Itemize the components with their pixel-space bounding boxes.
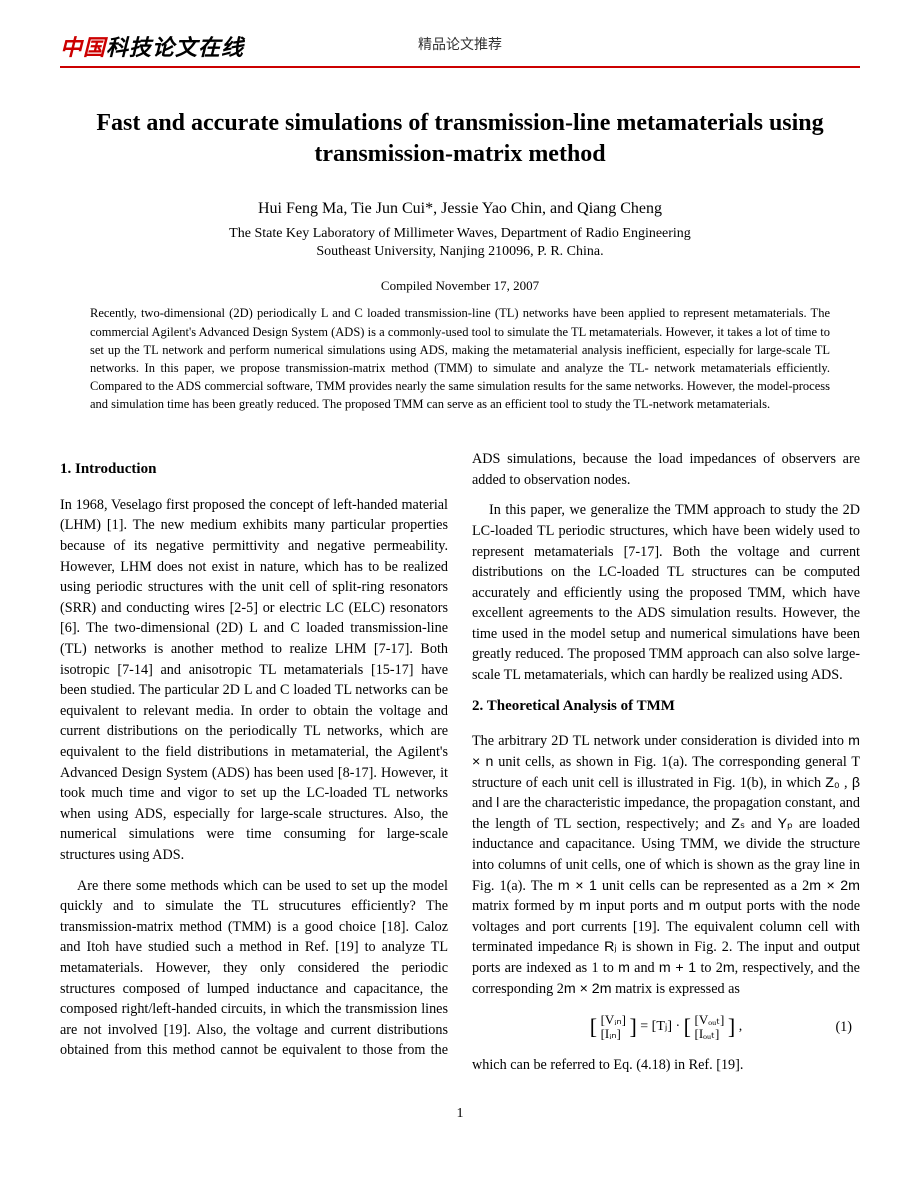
header-center-label: 精品论文推荐 <box>418 34 502 54</box>
s2p1-rj: Rⱼ <box>604 939 617 955</box>
section-2-paragraph-1: The arbitrary 2D TL network under consid… <box>472 731 860 999</box>
s2p1-text-a: The arbitrary 2D TL network under consid… <box>472 733 848 749</box>
s2p1-m1: m <box>579 898 591 914</box>
s2p1-mx2m-a: m × 2m <box>809 878 860 894</box>
logo-primary-text: 中国 <box>60 35 106 60</box>
s2p1-zs: Zₛ <box>731 816 745 832</box>
site-logo: 中国科技论文在线 <box>60 30 244 62</box>
s2p1-mp1: m + 1 <box>659 960 696 976</box>
eq1-vin: [Vᵢₙ] <box>601 1013 626 1027</box>
section-1-paragraph-3: In this paper, we generalize the TMM app… <box>472 500 860 685</box>
eq1-iout: [Iₒᵤₜ] <box>695 1027 720 1041</box>
s2p1-m4: m <box>723 960 735 976</box>
s2p1-text-c: , <box>840 775 852 791</box>
eq1-vout: [Vₒᵤₜ] <box>695 1013 725 1027</box>
s2p1-text-p: matrix is expressed as <box>612 981 740 997</box>
s2p1-beta: β <box>852 775 860 791</box>
logo-secondary-text: 科技论文在线 <box>106 35 244 60</box>
eq1-iin: [Iᵢₙ] <box>601 1027 621 1041</box>
s2p1-text-n: to 2 <box>696 960 723 976</box>
affiliation-line-2: Southeast University, Nanjing 210096, P.… <box>60 244 860 260</box>
s2p1-text-j: input ports and <box>591 898 689 914</box>
s2p1-text-m: and <box>630 960 659 976</box>
authors-line: Hui Feng Ma, Tie Jun Cui*, Jessie Yao Ch… <box>60 200 860 218</box>
equation-1-number: (1) <box>835 1017 852 1038</box>
section-1-paragraph-1: In 1968, Veselago first proposed the con… <box>60 495 448 866</box>
affiliation-line-1: The State Key Laboratory of Millimeter W… <box>60 226 860 242</box>
paper-title: Fast and accurate simulations of transmi… <box>60 108 860 170</box>
s2p1-text-h: unit cells can be represented as a 2 <box>597 878 809 894</box>
s2p1-z0: Z₀ <box>825 775 840 791</box>
section-2-heading: 2. Theoretical Analysis of TMM <box>472 696 860 718</box>
s2p1-mx1: m × 1 <box>558 878 597 894</box>
equation-1: [ [Vᵢₙ] [Iᵢₙ] ] = [Tⱼ] · [ [Vₒᵤₜ] [Iₒᵤₜ]… <box>472 1011 860 1043</box>
s2p1-yp: Yₚ <box>778 816 794 832</box>
section-1-heading: 1. Introduction <box>60 459 448 481</box>
section-2-paragraph-2: which can be referred to Eq. (4.18) in R… <box>472 1055 860 1076</box>
s2p1-text-f: and <box>745 816 777 832</box>
abstract-text: Recently, two-dimensional (2D) periodica… <box>90 304 830 413</box>
s2p1-text-b: unit cells, as shown in Fig. 1(a). The c… <box>472 754 860 791</box>
s2p1-m3: m <box>618 960 630 976</box>
eq1-comma: , <box>739 1019 743 1034</box>
s2p1-mx2m-b: m × 2m <box>564 981 612 997</box>
s2p1-text-i: matrix formed by <box>472 898 579 914</box>
eq1-eq: = [Tⱼ] · <box>640 1019 683 1034</box>
s2p1-text-d: and <box>472 795 496 811</box>
equation-1-body: [ [Vᵢₙ] [Iᵢₙ] ] = [Tⱼ] · [ [Vₒᵤₜ] [Iₒᵤₜ]… <box>590 1011 742 1043</box>
s2p1-m2: m <box>689 898 701 914</box>
page-number: 1 <box>60 1106 860 1122</box>
compile-date: Compiled November 17, 2007 <box>60 278 860 294</box>
body-columns: 1. Introduction In 1968, Veselago first … <box>60 449 860 1075</box>
